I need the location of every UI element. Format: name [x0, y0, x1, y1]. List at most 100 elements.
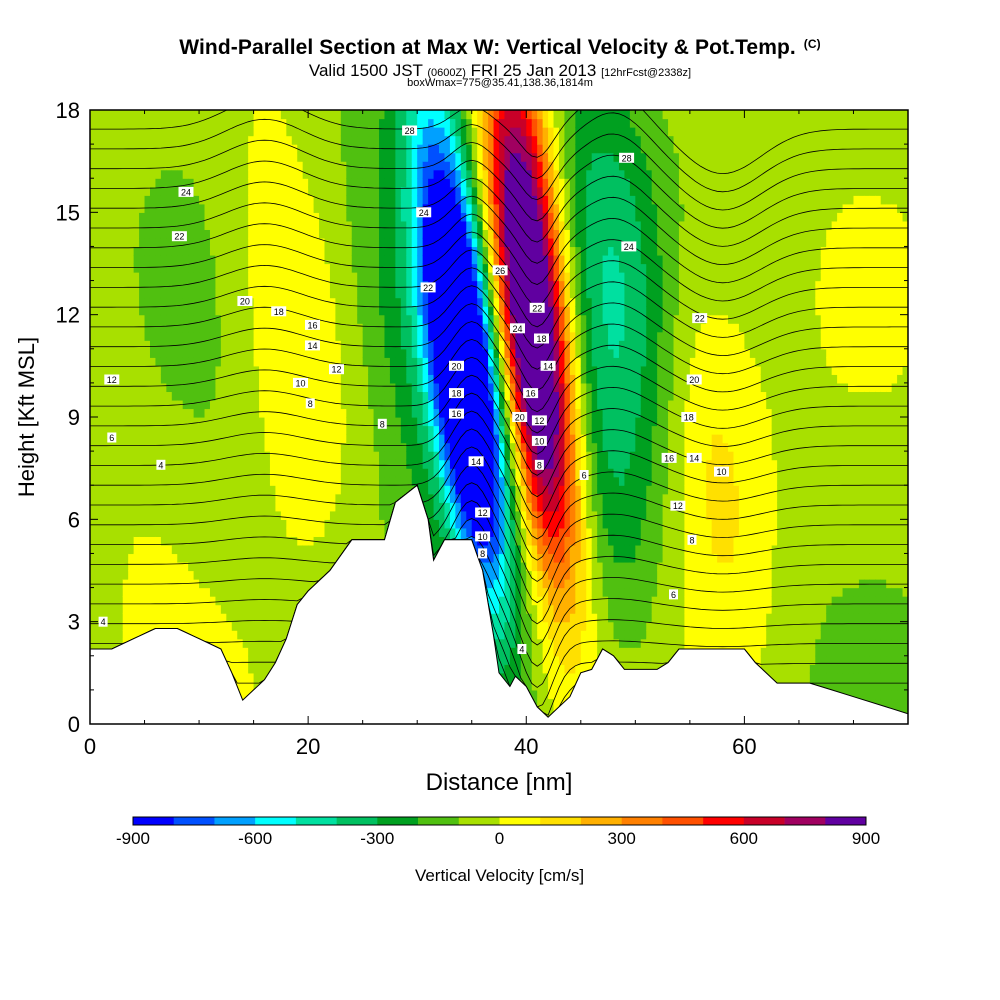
- velocity-cell: [275, 254, 282, 265]
- velocity-cell: [384, 340, 391, 350]
- velocity-cell: [302, 570, 309, 580]
- velocity-cell: [100, 417, 107, 427]
- velocity-cell: [209, 417, 217, 427]
- velocity-cell: [128, 399, 135, 410]
- velocity-cell: [302, 178, 309, 188]
- velocity-cell: [160, 587, 167, 597]
- velocity-cell: [313, 502, 320, 512]
- velocity-cell: [362, 272, 369, 282]
- velocity-cell: [139, 178, 146, 188]
- velocity-cell: [215, 357, 222, 367]
- velocity-cell: [308, 434, 315, 444]
- velocity-cell: [139, 570, 146, 580]
- velocity-cell: [395, 340, 402, 350]
- velocity-cell: [209, 357, 217, 367]
- velocity-cell: [335, 442, 342, 452]
- velocity-cell: [297, 417, 304, 427]
- velocity-cell: [166, 229, 173, 239]
- velocity-cell: [329, 280, 336, 290]
- velocity-cell: [449, 280, 456, 290]
- velocity-cell: [139, 476, 146, 486]
- velocity-cell: [395, 195, 402, 205]
- velocity-cell: [406, 169, 413, 179]
- velocity-cell: [302, 212, 309, 222]
- velocity-cell: [411, 365, 418, 375]
- velocity-cell: [95, 272, 102, 282]
- velocity-cell: [259, 340, 266, 350]
- velocity-cell: [253, 382, 260, 393]
- velocity-cell: [379, 246, 386, 256]
- velocity-cell: [106, 502, 113, 512]
- velocity-cell: [439, 280, 446, 290]
- velocity-cell: [133, 553, 140, 563]
- velocity-cell: [90, 306, 97, 316]
- velocity-cell: [275, 110, 282, 120]
- velocity-cell: [406, 306, 413, 316]
- velocity-cell: [209, 263, 217, 273]
- velocity-cell: [417, 237, 424, 248]
- velocity-cell: [422, 297, 429, 307]
- velocity-cell: [111, 348, 118, 358]
- velocity-cell: [269, 331, 277, 341]
- velocity-cell: [177, 118, 184, 128]
- velocity-cell: [155, 553, 162, 563]
- velocity-cell: [220, 382, 227, 393]
- velocity-cell: [384, 357, 391, 367]
- velocity-cell: [417, 195, 424, 205]
- velocity-cell: [188, 306, 195, 316]
- velocity-cell: [422, 272, 429, 282]
- velocity-cell: [188, 604, 195, 614]
- velocity-cell: [209, 587, 217, 597]
- velocity-cell: [346, 348, 353, 358]
- velocity-cell: [259, 408, 266, 418]
- velocity-cell: [357, 357, 364, 367]
- velocity-cell: [259, 570, 266, 580]
- velocity-cell: [128, 374, 135, 384]
- velocity-cell: [329, 417, 336, 427]
- velocity-cell: [395, 237, 402, 248]
- velocity-cell: [275, 280, 282, 290]
- velocity-cell: [171, 237, 178, 248]
- velocity-cell: [335, 493, 342, 503]
- velocity-cell: [449, 118, 456, 128]
- velocity-cell: [95, 237, 102, 248]
- velocity-cell: [177, 144, 184, 154]
- velocity-cell: [439, 331, 446, 341]
- velocity-cell: [166, 203, 173, 213]
- velocity-cell: [193, 195, 200, 205]
- velocity-cell: [209, 613, 217, 623]
- velocity-cell: [286, 272, 293, 282]
- velocity-cell: [160, 169, 167, 179]
- velocity-cell: [171, 144, 178, 154]
- velocity-cell: [204, 152, 211, 162]
- velocity-cell: [209, 621, 217, 631]
- velocity-cell: [346, 323, 353, 333]
- velocity-cell: [204, 485, 211, 495]
- velocity-cell: [313, 442, 320, 452]
- velocity-cell: [335, 186, 342, 196]
- velocity-cell: [242, 203, 249, 213]
- velocity-cell: [128, 272, 135, 282]
- velocity-cell: [155, 348, 162, 358]
- velocity-cell: [144, 127, 151, 137]
- velocity-cell: [111, 178, 118, 188]
- velocity-cell: [111, 152, 118, 162]
- velocity-cell: [133, 169, 140, 179]
- velocity-cell: [444, 237, 451, 248]
- velocity-cell: [220, 340, 227, 350]
- velocity-cell: [242, 237, 249, 248]
- velocity-cell: [106, 323, 113, 333]
- velocity-cell: [155, 331, 162, 341]
- velocity-cell: [90, 340, 97, 350]
- velocity-cell: [417, 323, 424, 333]
- velocity-cell: [428, 374, 435, 384]
- velocity-cell: [171, 212, 178, 222]
- velocity-cell: [226, 382, 233, 393]
- velocity-cell: [226, 118, 233, 128]
- velocity-cell: [373, 399, 380, 410]
- velocity-cell: [449, 144, 456, 154]
- velocity-cell: [291, 365, 298, 375]
- velocity-cell: [449, 493, 456, 503]
- velocity-cell: [389, 476, 396, 486]
- velocity-cell: [417, 408, 424, 418]
